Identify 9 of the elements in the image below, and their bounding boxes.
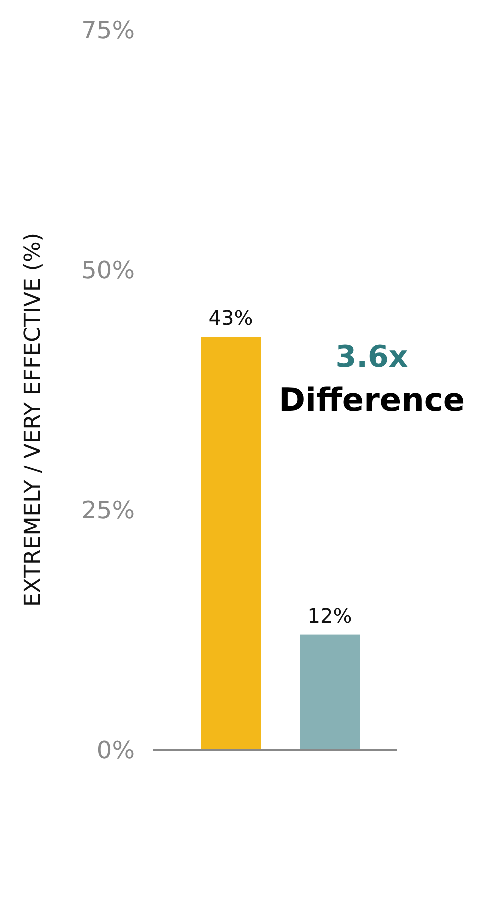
y-tick-label: 25%: [82, 496, 135, 524]
y-axis-title: EXTREMELY / VERY EFFECTIVE (%): [21, 233, 46, 607]
annotation: 3.6x: [336, 340, 408, 375]
y-tick-label: 50%: [82, 256, 135, 284]
y-tick-label: 0%: [96, 736, 135, 764]
annotation: Difference: [278, 381, 466, 419]
data-label: 12%: [308, 604, 352, 628]
y-tick-label: 75%: [82, 16, 135, 44]
data-label: 43%: [208, 306, 254, 330]
